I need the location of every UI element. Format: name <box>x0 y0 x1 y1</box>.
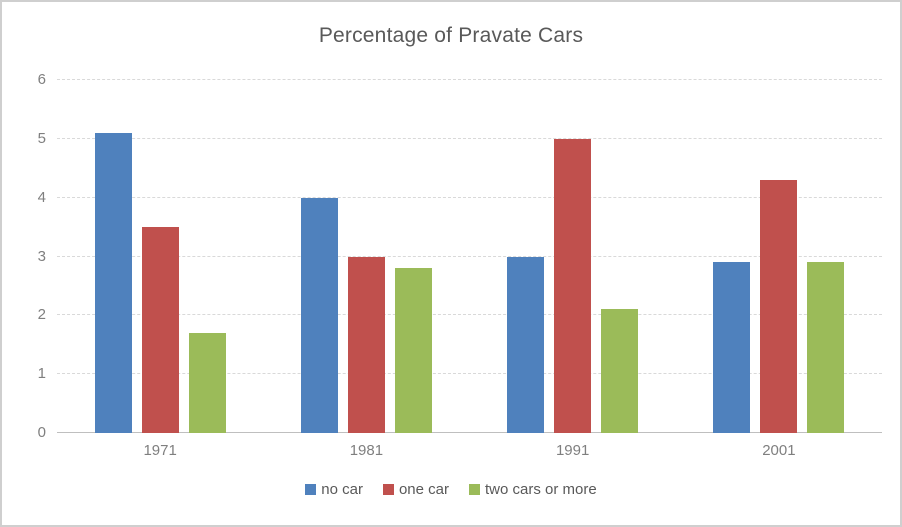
y-axis-tick-label: 0 <box>37 424 46 441</box>
bar-group-1971 <box>57 80 263 433</box>
bar-group-2001 <box>676 80 882 433</box>
legend-label: two cars or more <box>485 481 597 498</box>
bar-group-1991 <box>470 80 676 433</box>
bar-groups <box>57 80 882 433</box>
legend: no car one car two cars or more <box>2 481 900 498</box>
bar-two-cars-or-more-2001 <box>807 262 845 433</box>
gridline <box>57 196 882 198</box>
bar-group-1981 <box>263 80 469 433</box>
bar-no-car-1991 <box>507 256 545 433</box>
x-axis-tick-label: 1971 <box>143 442 177 459</box>
legend-label: one car <box>398 481 450 498</box>
y-axis-tick-label: 3 <box>37 247 46 265</box>
x-axis-tick-label: 1981 <box>349 442 384 459</box>
bar-no-car-1971 <box>94 132 132 433</box>
gridline <box>57 137 882 139</box>
bar-two-cars-or-more-1971 <box>188 332 226 433</box>
bar-two-cars-or-more-1981 <box>394 268 432 433</box>
bar-no-car-2001 <box>713 262 751 433</box>
y-axis-tick-label: 4 <box>37 188 46 206</box>
legend-item-two-cars-or-more: two cars or more <box>469 481 597 498</box>
plot-area <box>57 79 882 433</box>
x-axis-labels: 1971 1981 1991 2001 <box>57 442 882 459</box>
legend-swatch-icon <box>382 484 394 495</box>
legend-item-no-car: no car <box>305 481 363 498</box>
gridline <box>57 314 882 316</box>
bar-no-car-1981 <box>300 197 338 433</box>
y-axis-tick-label: 1 <box>37 365 46 383</box>
bar-two-cars-or-more-1991 <box>601 309 639 433</box>
gridline <box>57 373 882 375</box>
y-axis-tick-label: 2 <box>37 306 46 324</box>
gridline <box>57 79 882 80</box>
y-axis-tick-label: 5 <box>37 129 46 147</box>
bar-one-car-1981 <box>347 256 385 433</box>
chart-title: Percentage of Pravate Cars <box>318 24 584 47</box>
x-axis-tick-label: 1991 <box>555 442 590 459</box>
bar-one-car-1991 <box>554 138 592 433</box>
bar-one-car-2001 <box>760 180 798 433</box>
gridline <box>57 255 882 257</box>
legend-label: no car <box>321 481 363 498</box>
bar-one-car-1971 <box>141 227 179 433</box>
y-axis-tick-label: 6 <box>37 71 46 88</box>
x-axis-line <box>57 432 882 433</box>
legend-swatch-icon <box>469 484 481 495</box>
legend-swatch-icon <box>305 484 317 495</box>
legend-item-one-car: one car <box>382 481 450 498</box>
x-axis-tick-label: 2001 <box>762 442 796 459</box>
